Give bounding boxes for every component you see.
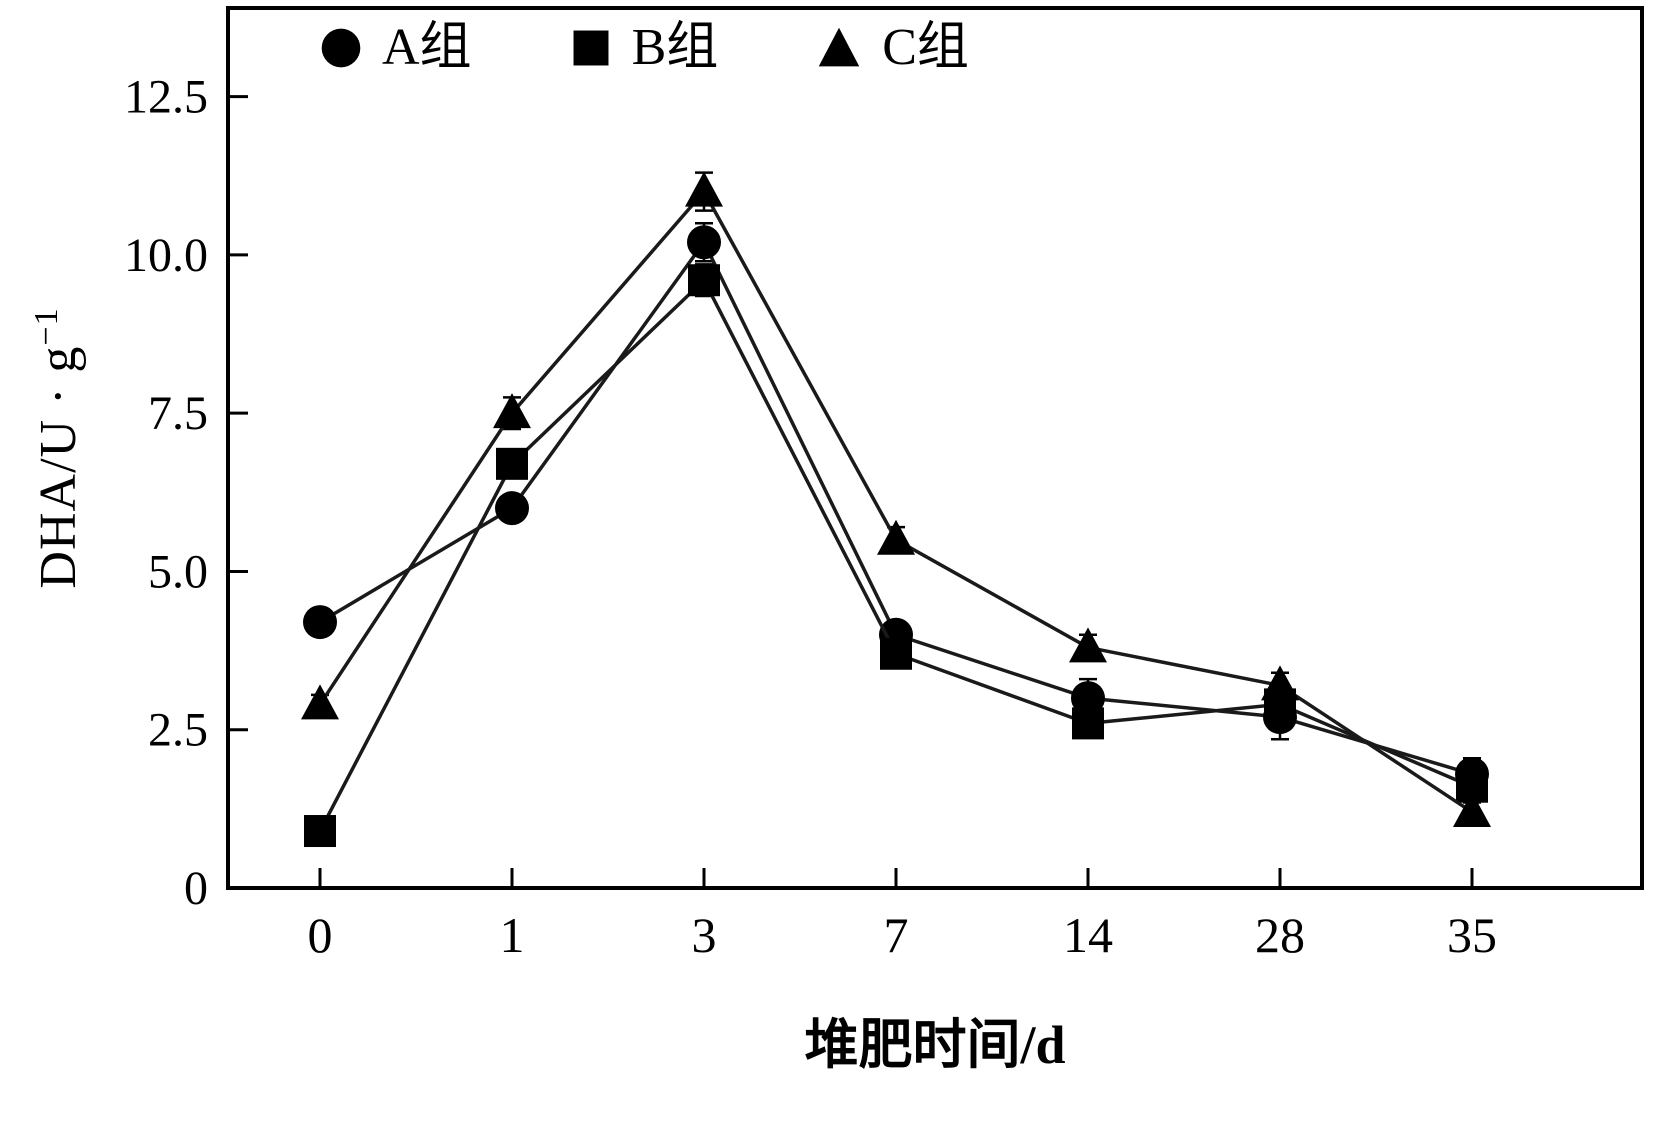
axis-frame: [226, 6, 1644, 890]
y-tick-label: 5.0: [148, 545, 208, 598]
data-point-circle: [687, 225, 721, 260]
y-axis-title: DHA/U · g−1: [28, 307, 88, 588]
legend: A组 B组 C组: [318, 22, 969, 74]
legend-item-b: B组: [568, 19, 719, 76]
data-point-triangle: [301, 684, 339, 720]
x-tick-label: 7: [884, 907, 909, 963]
series-line: [318, 278, 1473, 832]
y-tick-label: 12.5: [124, 71, 208, 124]
data-point-triangle: [877, 519, 915, 555]
data-point-circle: [303, 605, 337, 640]
x-tick-label: 1: [500, 907, 525, 963]
data-point-square: [880, 637, 912, 670]
x-tick-label: 35: [1447, 907, 1497, 963]
data-point-triangle: [493, 393, 531, 429]
triangle-marker-icon: [819, 27, 860, 67]
y-tick-label: 0: [184, 862, 208, 915]
y-axis-ticks: 0 2.5 5.0 7.5 10.0 12.5: [124, 71, 248, 915]
data-point-square: [688, 264, 720, 297]
legend-label-c: C组: [882, 19, 969, 76]
x-axis-ticks: 0 1 3 7 14 28 35: [308, 868, 1497, 963]
legend-label-b: B组: [631, 19, 719, 76]
data-point-triangle: [1069, 627, 1107, 663]
square-marker-icon: [573, 30, 609, 66]
data-point-circle: [1071, 681, 1105, 716]
data-point-square: [1072, 707, 1104, 740]
data-point-square: [304, 815, 336, 848]
data-point-triangle: [1261, 665, 1299, 701]
data-point-square: [496, 447, 528, 480]
circle-marker-icon: [321, 28, 361, 68]
data-point-triangle: [1453, 792, 1491, 828]
y-tick-label: 7.5: [148, 387, 208, 440]
series-C组: [301, 171, 1491, 828]
legend-item-c: C组: [814, 22, 969, 74]
x-tick-label: 14: [1063, 907, 1113, 963]
y-axis-title-exponent: −1: [27, 307, 65, 346]
x-tick-label: 28: [1255, 907, 1305, 963]
legend-label-a: A组: [382, 19, 472, 76]
legend-item-a: A组: [318, 22, 472, 74]
x-axis-title: 堆肥时间/d: [804, 1015, 1066, 1075]
data-point-circle: [495, 491, 529, 526]
series-B组: [304, 263, 1488, 848]
series-line: [319, 240, 1473, 776]
y-tick-label: 2.5: [148, 704, 208, 757]
x-tick-label: 0: [308, 907, 333, 963]
y-tick-label: 10.0: [124, 229, 208, 282]
data-point-triangle: [685, 171, 723, 207]
y-axis-title-text: DHA/U · g: [30, 345, 88, 589]
x-tick-label: 3: [692, 907, 717, 963]
